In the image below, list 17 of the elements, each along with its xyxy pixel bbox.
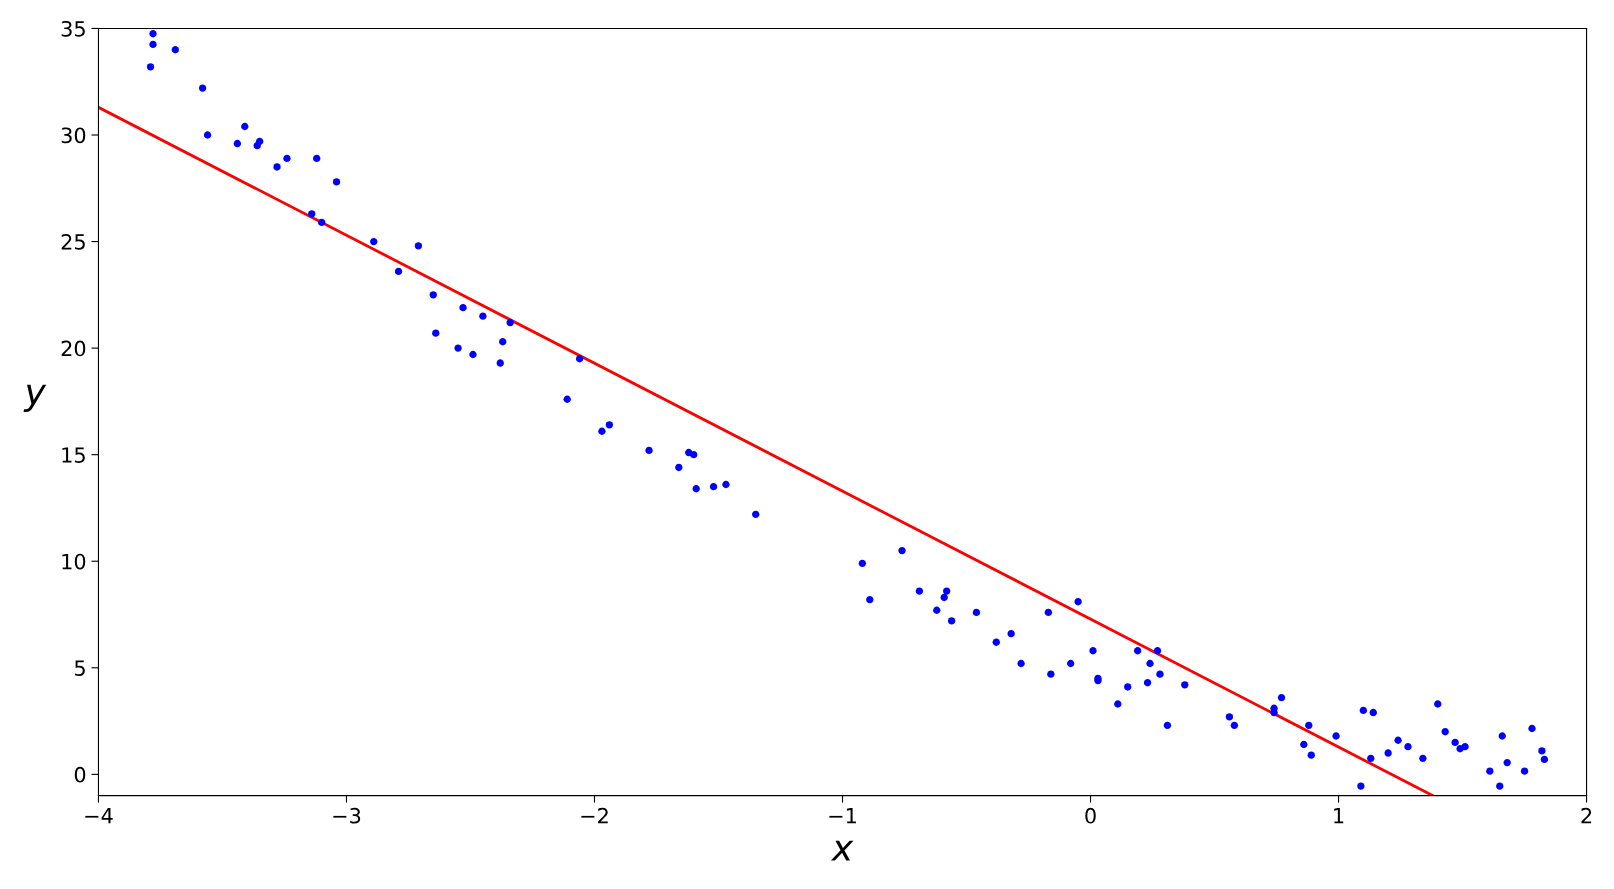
y-tick-label: 10 <box>62 553 86 570</box>
x-tick-label: −4 <box>85 808 113 824</box>
y-tick-label: 30 <box>61 127 86 144</box>
x-tick-label: 0 <box>1085 807 1096 824</box>
y-tick-label: 35 <box>61 20 85 37</box>
x-tick-label: −3 <box>333 807 361 824</box>
y-tick-label: 0 <box>74 766 86 783</box>
y-axis-title: y <box>23 384 47 413</box>
x-tick-label: 2 <box>1581 807 1592 824</box>
y-tick-label: 5 <box>75 660 85 676</box>
x-tick-label: −1 <box>829 808 856 824</box>
y-tick-label: 25 <box>61 234 85 250</box>
x-axis-title: x <box>830 840 854 861</box>
x-tick-label: −2 <box>581 807 608 824</box>
y-tick-label: 15 <box>62 447 85 463</box>
x-tick-label: 1 <box>1334 808 1344 824</box>
y-tick-label: 20 <box>61 340 86 357</box>
